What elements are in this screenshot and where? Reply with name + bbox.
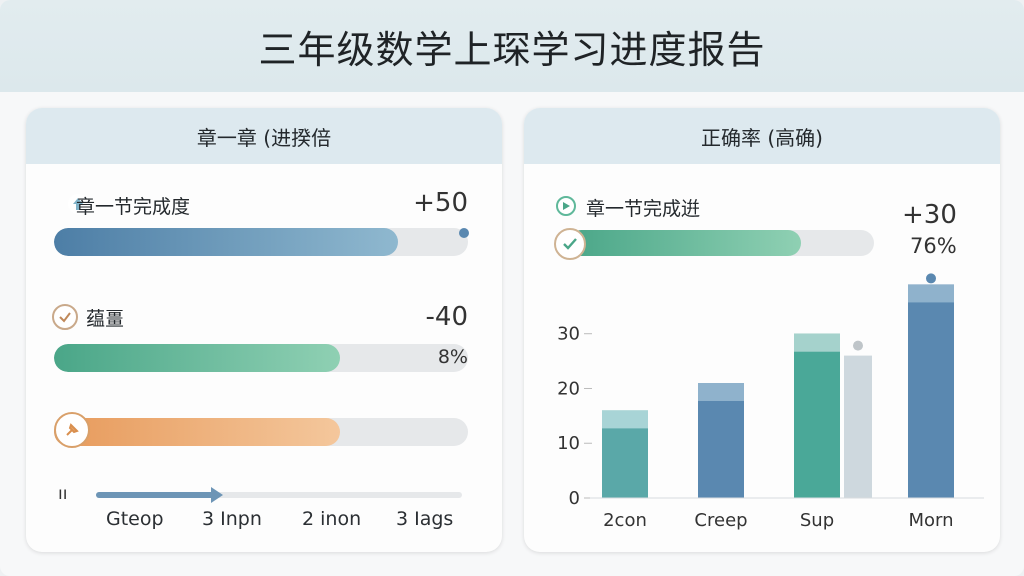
y-tick-label: 10 (557, 433, 580, 454)
progress-row-2-percent: 8% (437, 346, 468, 368)
arrow-up-icon (68, 194, 88, 214)
bar-secondary-Sup (844, 355, 872, 498)
accuracy-percent: 76% (910, 234, 957, 258)
y-tick-label: 30 (557, 324, 580, 345)
x-tick-label: Sup (800, 510, 834, 531)
bar-secondary-dot (853, 340, 863, 351)
progress-row-2-track (54, 344, 468, 372)
progress-row-1-label: 章一节完成度 (76, 196, 191, 218)
timeline-step-3: 2 inon (302, 508, 362, 530)
timeline-arrow-icon (210, 487, 223, 503)
bar-Sup (794, 333, 840, 498)
check-icon (554, 228, 586, 260)
timeline-step-4: 3 Iags (396, 508, 454, 530)
progress-row-2-label: 蕴畺 (86, 308, 125, 330)
progress-row-1-fill (54, 228, 398, 256)
progress-row-1-value: +50 (413, 188, 468, 218)
x-tick-label: Creep (694, 510, 747, 531)
progress-row-1: 章一节完成度 +50 (54, 188, 474, 262)
timeline-step-2: 3 Inpn (202, 508, 262, 530)
page-title: 三年级数学上琛学习进度报告 (258, 27, 766, 72)
accuracy-card-header: 正确率 (高确) (524, 108, 1000, 164)
x-tick-label: Morn (908, 510, 953, 531)
progress-row-2-value: -40 (425, 302, 468, 332)
bar-Creep (698, 383, 744, 498)
progress-card-header: 章一章 (进揆倍 (26, 108, 502, 164)
y-tick-label: 20 (557, 378, 580, 399)
title-bar: 三年级数学上琛学习进度报告 (0, 0, 1024, 92)
x-tick-label: 2con (603, 510, 647, 531)
bar-cap (698, 383, 744, 401)
check-icon (52, 304, 78, 330)
timeline-fill (96, 492, 217, 498)
pin-icon (54, 412, 90, 448)
bar-cap (602, 410, 648, 429)
accuracy-bar-chart: 0 10 20 30 2con Creep Sup Morn (557, 273, 984, 531)
progress-row-3 (54, 412, 474, 454)
progress-row-1-dot (459, 228, 469, 238)
y-tick-label: 0 (569, 488, 580, 509)
bar-cap (794, 333, 840, 352)
accuracy-fill (568, 230, 801, 256)
accuracy-delta: +30 (902, 200, 957, 230)
progress-card: 章一章 (进揆倍 章一节完成度 +50 蕴畺 -40 8% (26, 108, 502, 552)
bar-Morn (908, 284, 954, 498)
progress-row-3-track (54, 418, 468, 446)
bar-cap (908, 284, 954, 303)
timeline-step-1: Gteop (106, 508, 164, 530)
timeline-steps: Gteop 3 Inpn 2 inon 3 Iags (26, 508, 502, 548)
accuracy-track (568, 230, 874, 256)
progress-row-3-fill (54, 418, 340, 446)
bar-marker-dot (926, 273, 936, 284)
progress-row-2-fill (54, 344, 340, 372)
timeline-marker: ıı (58, 484, 68, 504)
accuracy-row-label: 章一节完成逬 (586, 198, 701, 220)
play-icon (556, 196, 576, 216)
progress-row-2: 蕴畺 -40 8% (52, 302, 474, 374)
progress-row-1-track (54, 228, 468, 256)
timeline-track (96, 492, 462, 498)
accuracy-card: 正确率 (高确) 章一节完成逬 +30 76% 0 10 20 30 2con Creep… (524, 108, 1000, 552)
